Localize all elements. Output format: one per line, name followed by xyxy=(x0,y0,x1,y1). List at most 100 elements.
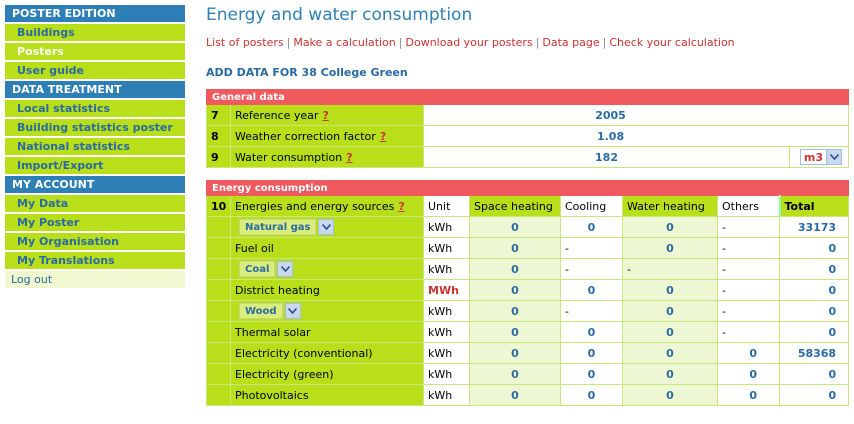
water-value[interactable]: 0 xyxy=(622,300,718,322)
link-list-of-posters[interactable]: List of posters xyxy=(206,36,284,49)
link-data-page[interactable]: Data page xyxy=(542,36,600,49)
energy-source-select[interactable]: Natural gas xyxy=(239,219,335,235)
energy-source-select[interactable]: Wood xyxy=(239,303,301,319)
link-make-a-calculation[interactable]: Make a calculation xyxy=(293,36,396,49)
cooling-value[interactable]: 0 xyxy=(560,216,623,238)
action-links: List of posters | Make a calculation | Downl… xyxy=(206,36,735,49)
help-link[interactable]: ? xyxy=(379,129,387,143)
row-number: 9 xyxy=(206,146,231,168)
total-value[interactable]: 33173 xyxy=(778,216,850,238)
help-link[interactable]: ? xyxy=(346,150,353,164)
link-download-your-posters[interactable]: Download your posters xyxy=(405,36,533,49)
sidebar-section-header: POSTER EDITION xyxy=(5,5,185,22)
energy-source-cell: Photovoltaics xyxy=(230,384,424,406)
column-header-others: Others xyxy=(717,195,780,217)
row-label: Weather correction factor xyxy=(235,129,376,143)
help-link[interactable]: ? xyxy=(398,199,405,213)
space-value[interactable]: 0 xyxy=(469,279,561,301)
total-value[interactable]: 0 xyxy=(778,384,850,406)
cooling-value[interactable]: 0 xyxy=(560,342,623,364)
value-input[interactable]: 2005 xyxy=(422,104,850,126)
water-value[interactable]: 0 xyxy=(622,384,718,406)
sidebar-item-my-poster[interactable]: My Poster xyxy=(5,214,185,231)
others-value[interactable]: 0 xyxy=(717,363,780,385)
sidebar-item-my-data[interactable]: My Data xyxy=(5,195,185,212)
total-value[interactable]: 0 xyxy=(778,279,850,301)
water-value: - xyxy=(622,258,718,280)
water-value[interactable]: 0 xyxy=(622,321,718,343)
general-row: 9 Water consumption? 182 m3 xyxy=(206,146,850,168)
row-number-empty xyxy=(206,300,231,322)
sidebar-item-import-export[interactable]: Import/Export xyxy=(5,157,185,174)
link-check-your-calculation[interactable]: Check your calculation xyxy=(609,36,735,49)
row-number: 8 xyxy=(206,125,231,147)
total-value[interactable]: 0 xyxy=(778,321,850,343)
row-label-cell: Water consumption? xyxy=(230,146,424,168)
link-separator: | xyxy=(286,36,291,49)
sidebar-item-posters[interactable]: Posters xyxy=(5,43,185,60)
section-header-row: General data xyxy=(205,89,850,105)
link-separator: | xyxy=(398,36,403,49)
row-number: 10 xyxy=(206,195,231,217)
row-number-empty xyxy=(206,321,231,343)
space-value[interactable]: 0 xyxy=(469,384,561,406)
sidebar-item-my-organisation[interactable]: My Organisation xyxy=(5,233,185,250)
sidebar: POSTER EDITION Buildings Posters User guide… xyxy=(5,5,185,288)
cooling-value[interactable]: 0 xyxy=(560,279,623,301)
energy-row: Thermal solar kWh 0 0 0-0 xyxy=(206,321,850,343)
energy-row: Fuel oil kWh 0-0-0 xyxy=(206,237,850,259)
sidebar-item-buildings[interactable]: Buildings xyxy=(5,24,185,41)
total-value[interactable]: 0 xyxy=(778,363,850,385)
space-value[interactable]: 0 xyxy=(469,342,561,364)
row-label-cell: Reference year? xyxy=(230,104,424,126)
total-value[interactable]: 0 xyxy=(778,258,850,280)
total-value[interactable]: 58368 xyxy=(778,342,850,364)
sidebar-item-my-translations[interactable]: My Translations xyxy=(5,252,185,269)
unit-select-cell: m3 xyxy=(788,146,850,168)
energy-header-row: 10 Energies and energy sources? Unit Space … xyxy=(206,195,850,217)
water-value[interactable]: 0 xyxy=(622,237,718,259)
space-value[interactable]: 0 xyxy=(469,237,561,259)
total-value[interactable]: 0 xyxy=(778,237,850,259)
chevron-down-icon[interactable] xyxy=(284,303,301,319)
cooling-value[interactable]: 0 xyxy=(560,363,623,385)
water-value[interactable]: 0 xyxy=(622,216,718,238)
total-value[interactable]: 0 xyxy=(778,300,850,322)
energy-source-select[interactable]: Coal xyxy=(239,261,294,277)
page-title: Energy and water consumption xyxy=(206,5,473,25)
others-value[interactable]: 0 xyxy=(717,384,780,406)
energy-source-cell: Electricity (conventional) xyxy=(230,342,424,364)
general-data-table: General data 7 Reference year? 2005 8 Weather… xyxy=(205,89,850,168)
help-link[interactable]: ? xyxy=(322,108,329,122)
water-value[interactable]: 0 xyxy=(622,363,718,385)
water-value[interactable]: 0 xyxy=(622,279,718,301)
space-value[interactable]: 0 xyxy=(469,321,561,343)
space-value[interactable]: 0 xyxy=(469,258,561,280)
chevron-down-icon[interactable] xyxy=(277,261,294,277)
energy-source-value: Coal xyxy=(239,261,276,277)
unit-cell: kWh xyxy=(423,342,470,364)
sidebar-item-user-guide[interactable]: User guide xyxy=(5,62,185,79)
unit-cell: kWh xyxy=(423,258,470,280)
value-input[interactable]: 182 xyxy=(423,146,790,168)
logout-link[interactable]: Log out xyxy=(5,271,185,288)
cooling-value[interactable]: 0 xyxy=(560,321,623,343)
cooling-value: - xyxy=(560,258,623,280)
sidebar-item-local-statistics[interactable]: Local statistics xyxy=(5,100,185,117)
space-value[interactable]: 0 xyxy=(469,216,561,238)
energy-source-cell: Fuel oil xyxy=(230,237,424,259)
row-number-empty xyxy=(206,363,231,385)
chevron-down-icon[interactable] xyxy=(318,219,335,235)
unit-select-value: m3 xyxy=(803,150,824,164)
space-value[interactable]: 0 xyxy=(469,300,561,322)
water-value[interactable]: 0 xyxy=(622,342,718,364)
sidebar-item-national-statistics[interactable]: National statistics xyxy=(5,138,185,155)
energy-row: Natural gas kWh 0 0 0-33173 xyxy=(206,216,850,238)
others-value[interactable]: 0 xyxy=(717,342,780,364)
chevron-down-icon[interactable] xyxy=(826,150,842,164)
value-input[interactable]: 1.08 xyxy=(422,125,850,147)
sidebar-item-building-statistics-poster[interactable]: Building statistics poster xyxy=(5,119,185,136)
space-value[interactable]: 0 xyxy=(469,363,561,385)
unit-select[interactable]: m3 xyxy=(799,149,843,165)
cooling-value[interactable]: 0 xyxy=(560,384,623,406)
